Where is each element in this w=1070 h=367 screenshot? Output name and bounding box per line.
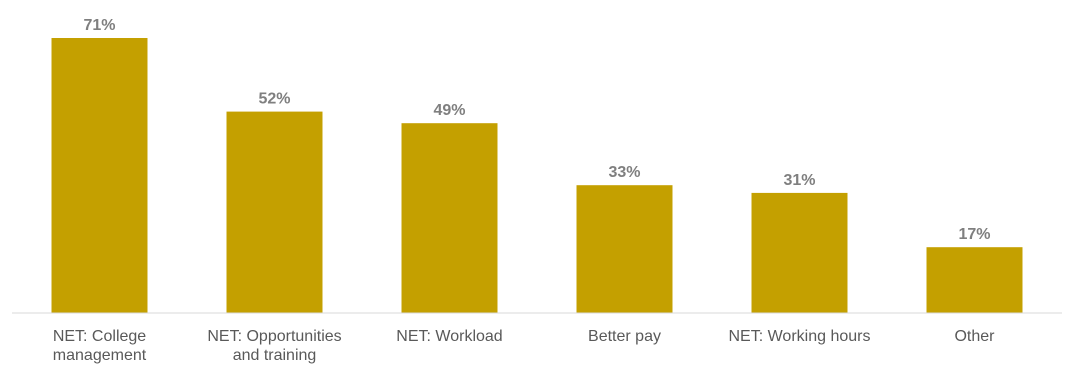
category-label-line: NET: Opportunities (207, 328, 341, 345)
category-label-2: NET: Opportunities and training (207, 328, 341, 364)
category-label-line: and training (233, 347, 317, 364)
value-labels-group: 71% 52% 49% 33% 31% 17% (83, 17, 990, 243)
bar-4 (576, 185, 673, 313)
category-label-1: NET: College management (53, 328, 147, 364)
category-label-4: Better pay (588, 328, 661, 345)
bar-3 (401, 123, 498, 313)
value-label-5: 31% (783, 172, 815, 189)
bar-1 (51, 38, 148, 313)
category-label-5: NET: Working hours (729, 328, 871, 345)
category-label-line: NET: Workload (396, 328, 502, 345)
category-label-line: management (53, 347, 147, 364)
category-label-line: NET: College (53, 328, 146, 345)
category-label-line: Other (954, 328, 995, 345)
category-label-3: NET: Workload (396, 328, 502, 345)
value-label-1: 71% (83, 17, 115, 34)
category-label-line: NET: Working hours (729, 328, 871, 345)
category-label-line: Better pay (588, 328, 661, 345)
value-label-2: 52% (258, 91, 290, 108)
category-labels-group: NET: College management NET: Opportunities… (53, 328, 995, 364)
bar-5 (751, 192, 848, 313)
bar-2 (226, 111, 323, 313)
bars-group (51, 38, 1023, 313)
value-label-3: 49% (433, 102, 465, 119)
value-label-4: 33% (608, 164, 640, 181)
value-label-6: 17% (958, 226, 990, 243)
category-label-6: Other (954, 328, 995, 345)
bar-6 (926, 247, 1023, 313)
